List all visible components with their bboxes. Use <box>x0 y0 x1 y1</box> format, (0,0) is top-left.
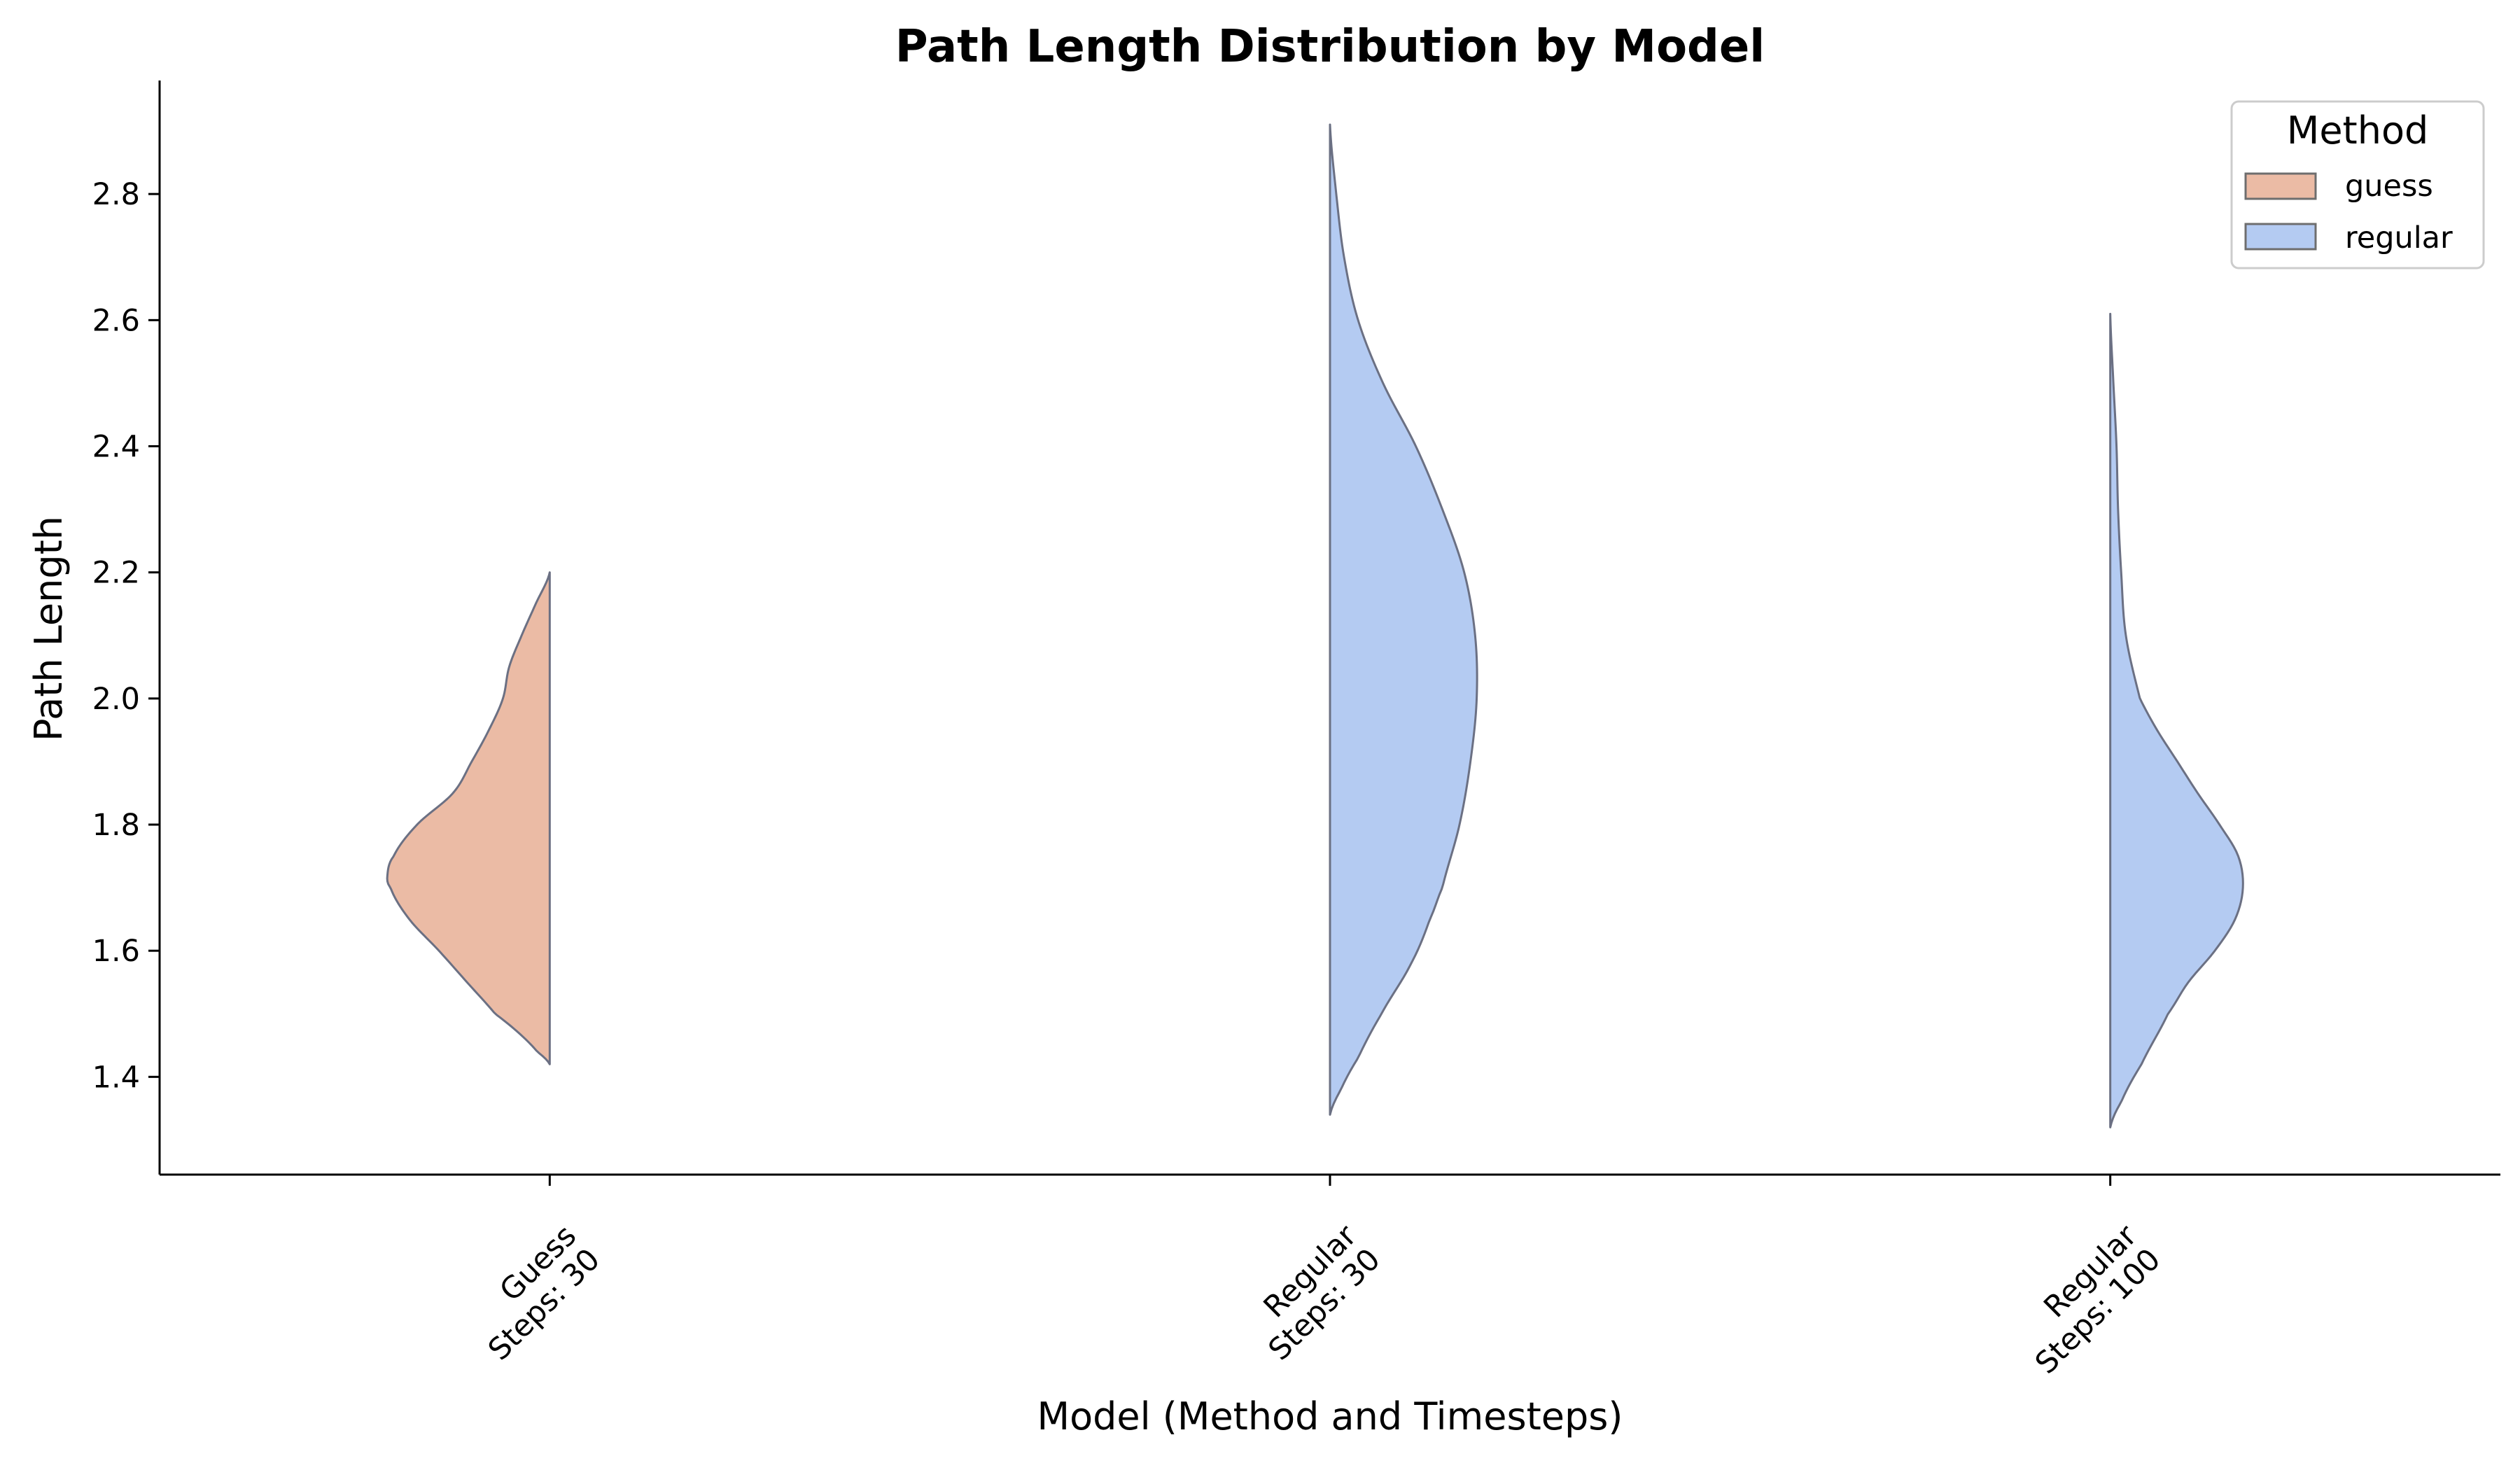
y-ticks: 1.4 1.6 1.8 2.0 2.2 2.4 2.6 2.8 <box>92 177 160 1095</box>
y-axis-label: Path Length <box>27 516 71 741</box>
y-tick-label: 2.2 <box>92 556 140 591</box>
y-tick-label: 1.6 <box>92 934 140 969</box>
y-tick-label: 2.0 <box>92 682 140 717</box>
legend-label-guess: guess <box>2345 169 2433 204</box>
violins <box>386 123 2244 1128</box>
violin-regular-2 <box>2109 312 2244 1128</box>
x-axis-label: Model (Method and Timesteps) <box>1037 1394 1623 1438</box>
legend-swatch-regular <box>2244 223 2317 251</box>
legend-swatch-guess <box>2244 172 2317 200</box>
violin-guess-0 <box>386 571 551 1065</box>
y-tick-label: 1.4 <box>92 1060 140 1095</box>
y-tick-label: 2.4 <box>92 430 140 465</box>
legend-title: Method <box>2287 108 2429 153</box>
violin-regular-1 <box>1329 123 1478 1116</box>
legend: Method guess regular <box>2230 100 2485 270</box>
legend-label-regular: regular <box>2345 220 2453 255</box>
y-tick-label: 2.6 <box>92 303 140 338</box>
y-tick-label: 2.8 <box>92 177 140 212</box>
chart-title: Path Length Distribution by Model <box>895 21 1765 73</box>
y-tick-label: 1.8 <box>92 808 140 843</box>
